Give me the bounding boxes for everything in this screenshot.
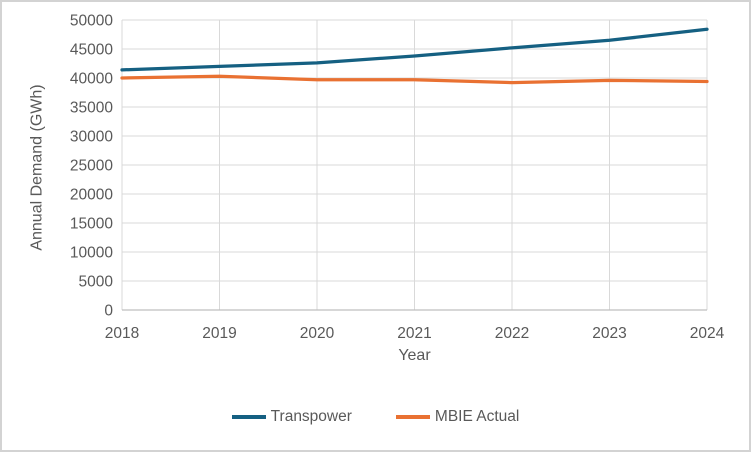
legend-label: MBIE Actual xyxy=(434,408,520,425)
x-axis-title: Year xyxy=(398,347,431,364)
x-tick-label: 2022 xyxy=(495,325,529,342)
y-tick-label: 20000 xyxy=(70,187,113,204)
x-tick-label: 2021 xyxy=(397,325,431,342)
x-tick-label: 2018 xyxy=(105,325,139,342)
legend-line-swatch xyxy=(395,415,430,419)
y-tick-label: 50000 xyxy=(70,13,113,30)
chart-legend: Transpower MBIE Actual xyxy=(2,405,749,429)
y-tick-label: 0 xyxy=(104,303,113,320)
y-tick-label: 25000 xyxy=(70,158,113,175)
legend-line-swatch xyxy=(231,415,266,419)
y-tick-label: 5000 xyxy=(79,274,114,291)
y-tick-label: 30000 xyxy=(70,129,113,146)
y-tick-label: 40000 xyxy=(70,71,113,88)
series-line-mbie-actual xyxy=(120,74,709,85)
x-tick-label: 2023 xyxy=(592,325,626,342)
legend-item-mbie-actual: MBIE Actual xyxy=(395,408,520,426)
x-tick-label: 2019 xyxy=(202,325,236,342)
y-axis-title: Annual Demand (GWh) xyxy=(28,84,46,251)
y-tick-label: 10000 xyxy=(70,245,113,262)
y-tick-label: 35000 xyxy=(70,100,113,117)
y-tick-label: 15000 xyxy=(70,216,113,233)
legend-item-transpower: Transpower xyxy=(231,408,352,426)
x-tick-label: 2020 xyxy=(300,325,335,342)
y-tick-label: 45000 xyxy=(70,42,113,59)
x-tick-label: 2024 xyxy=(690,325,725,342)
legend-label: Transpower xyxy=(270,408,352,425)
series-line-transpower xyxy=(120,27,709,72)
